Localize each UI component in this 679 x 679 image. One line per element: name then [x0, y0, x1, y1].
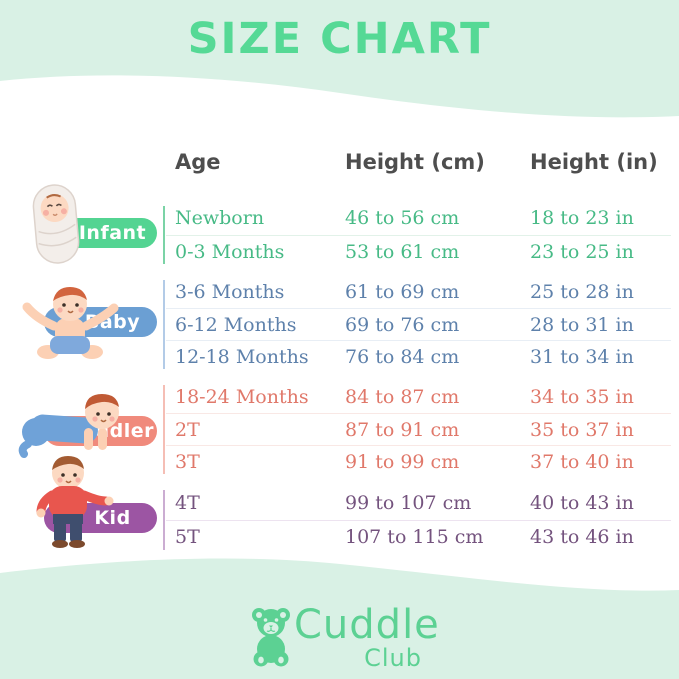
header-age: Age — [175, 150, 221, 174]
bottom-wave-decoration — [0, 558, 679, 679]
height-cm-cell: 61 to 69 cm — [345, 280, 460, 303]
height-cm-cell: 99 to 107 cm — [345, 491, 472, 514]
group-line-infant — [163, 206, 165, 264]
table-row: 6-12 Months 69 to 76 cm 28 to 31 in — [166, 309, 671, 342]
height-cm-cell: 107 to 115 cm — [345, 526, 484, 549]
kid-illustration-icon — [36, 456, 114, 548]
brand-name: Cuddle Club — [294, 602, 440, 672]
age-cell: 0-3 Months — [175, 240, 285, 263]
age-cell: 5T — [175, 526, 200, 549]
brand-name-bottom: Club — [364, 644, 422, 672]
table-row: 12-18 Months 76 to 84 cm 31 to 34 in — [166, 341, 671, 373]
baby-illustration-icon — [22, 287, 119, 359]
height-in-cell: 18 to 23 in — [530, 207, 634, 230]
height-cm-cell: 84 to 87 cm — [345, 385, 460, 408]
height-in-cell: 31 to 34 in — [530, 346, 634, 369]
table-row: 5T 107 to 115 cm 43 to 46 in — [166, 521, 671, 555]
age-cell: 3-6 Months — [175, 280, 285, 303]
table-row: 18-24 Months 84 to 87 cm 34 to 35 in — [166, 381, 671, 414]
infant-illustration-icon — [32, 184, 80, 264]
age-cell: 12-18 Months — [175, 346, 309, 369]
height-cm-cell: 53 to 61 cm — [345, 240, 460, 263]
top-wave-decoration — [0, 0, 679, 118]
height-in-cell: 43 to 46 in — [530, 526, 634, 549]
height-cm-cell: 87 to 91 cm — [345, 418, 460, 441]
header-height-cm: Height (cm) — [345, 150, 485, 174]
group-line-toddler — [163, 385, 165, 474]
age-cell: Newborn — [175, 207, 265, 230]
teddy-bear-icon — [252, 608, 290, 667]
height-in-cell: 37 to 40 in — [530, 451, 634, 474]
age-cell: 4T — [175, 491, 200, 514]
table-row: 4T 99 to 107 cm 40 to 43 in — [166, 486, 671, 521]
toddler-illustration-icon — [18, 394, 119, 458]
height-in-cell: 28 to 31 in — [530, 313, 634, 336]
age-cell: 18-24 Months — [175, 385, 309, 408]
height-in-cell: 34 to 35 in — [530, 385, 634, 408]
height-in-cell: 40 to 43 in — [530, 491, 634, 514]
table-row: 0-3 Months 53 to 61 cm 23 to 25 in — [166, 236, 671, 269]
group-rows-toddler: 18-24 Months 84 to 87 cm 34 to 35 in 2T … — [163, 381, 671, 478]
group-rows-kid: 4T 99 to 107 cm 40 to 43 in 5T 107 to 11… — [163, 486, 671, 555]
height-in-cell: 25 to 28 in — [530, 280, 634, 303]
height-cm-cell: 76 to 84 cm — [345, 346, 460, 369]
group-rows-baby: 3-6 Months 61 to 69 cm 25 to 28 in 6-12 … — [163, 276, 671, 373]
group-label-infant: Infant — [78, 222, 147, 244]
table-header-row: Age Height (cm) Height (in) — [166, 146, 671, 178]
brand-name-top: Cuddle — [294, 602, 440, 648]
group-label-kid: Kid — [94, 507, 131, 529]
height-cm-cell: 91 to 99 cm — [345, 451, 460, 474]
group-line-kid — [163, 490, 165, 550]
age-cell: 3T — [175, 451, 200, 474]
page-title: SIZE CHART — [187, 14, 492, 64]
table-row: 3T 91 to 99 cm 37 to 40 in — [166, 446, 671, 478]
age-cell: 6-12 Months — [175, 313, 297, 336]
table-row: 3-6 Months 61 to 69 cm 25 to 28 in — [166, 276, 671, 309]
height-in-cell: 35 to 37 in — [530, 418, 634, 441]
height-cm-cell: 69 to 76 cm — [345, 313, 460, 336]
height-in-cell: 23 to 25 in — [530, 240, 634, 263]
age-cell: 2T — [175, 418, 200, 441]
table-row: Newborn 46 to 56 cm 18 to 23 in — [166, 202, 671, 236]
header-height-in: Height (in) — [530, 150, 658, 174]
group-line-baby — [163, 280, 165, 369]
height-cm-cell: 46 to 56 cm — [345, 207, 460, 230]
table-row: 2T 87 to 91 cm 35 to 37 in — [166, 414, 671, 447]
group-rows-infant: Newborn 46 to 56 cm 18 to 23 in 0-3 Mont… — [163, 202, 671, 269]
